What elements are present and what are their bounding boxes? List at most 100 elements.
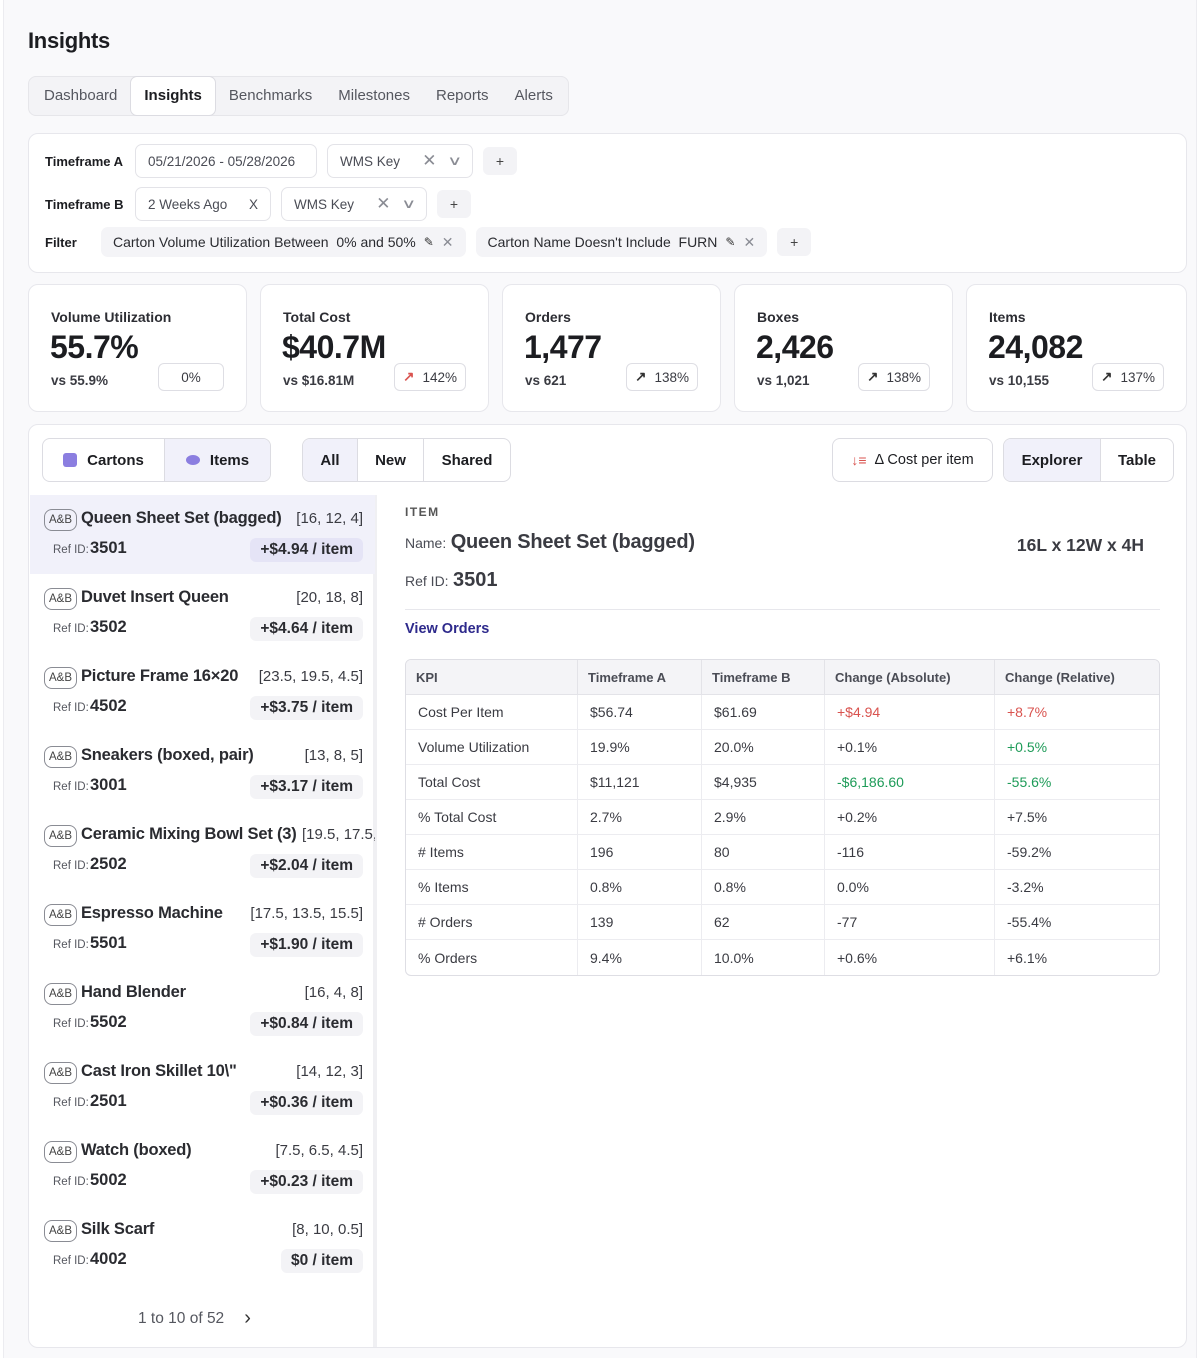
chevron-down-icon[interactable]: ∨ [401,196,417,211]
item-dims: [13, 8, 5] [304,747,363,764]
add-filter-button[interactable]: + [777,228,812,256]
table-row: Total Cost $11,121 $4,935 -$6,186.60 -55… [406,765,1159,800]
arrow-up-right-icon: ↗ [867,369,879,384]
tag-badge: A&B [44,1062,78,1084]
close-icon[interactable]: ✕ [441,233,454,250]
timeframe-b-key-select[interactable]: WMS Key ✕ ∨ [281,187,427,221]
tag-badge: A&B [44,1220,78,1242]
clear-icon[interactable]: ✕ [376,194,391,213]
ref-id: 2501 [90,1092,127,1110]
detail-name-label: Name: [405,535,447,551]
item-name: Hand Blender [81,983,186,1001]
list-item[interactable]: A&B Sneakers (boxed, pair) [13, 8, 5] Re… [30,732,375,811]
timeframe-b-range-select[interactable]: 2 Weeks Ago X [135,187,271,221]
arrow-up-right-icon: ↗ [635,369,647,384]
tab-dashboard[interactable]: Dashboard [44,87,118,104]
list-item[interactable]: A&B Cast Iron Skillet 10\" [14, 12, 3] R… [30,1048,375,1127]
kpi-comparison: vs 10,155 [989,373,1050,388]
table-row: # Orders 139 62 -77 -55.4% [406,905,1159,940]
ref-label: Ref ID: [53,1097,89,1109]
edit-icon[interactable]: ✎ [725,235,736,249]
tab-alerts[interactable]: Alerts [514,87,553,104]
table-row: Volume Utilization 19.9% 20.0% +0.1% +0.… [406,730,1159,765]
list-item[interactable]: A&B Hand Blender [16, 4, 8] Ref ID: 5502… [30,969,375,1048]
kpi-change-badge: ↗ 142% [394,363,466,391]
cartons-button[interactable]: Cartons [43,439,165,481]
detail-ref-id: 3501 [453,569,498,591]
list-item[interactable]: A&B Queen Sheet Set (bagged) [16, 12, 4]… [30,495,375,574]
timeframe-b-range-text: 2 Weeks Ago [148,196,228,212]
add-timeframe-b-button[interactable]: + [437,190,471,218]
table-header-row: KPI Timeframe A Timeframe B Change (Abso… [406,660,1159,695]
tab-milestones[interactable]: Milestones [338,87,410,104]
kpi-card-orders: Orders 1,477 vs 621 ↗ 138% [502,284,721,412]
scope-new-button[interactable]: New [358,439,424,481]
cost-delta: $0 / item [280,1249,363,1273]
add-timeframe-a-button[interactable]: + [483,147,517,175]
list-item[interactable]: A&B Duvet Insert Queen [20, 18, 8] Ref I… [30,574,375,653]
scope-toggle: All New Shared [302,438,511,482]
table-cell: -55.4% [995,905,1159,940]
ref-label: Ref ID: [53,939,89,951]
chevron-right-icon[interactable]: › [244,1307,251,1329]
arrow-up-right-icon: ↗ [403,369,415,384]
filter-chip-carton-name[interactable]: Carton Name Doesn't Include FURN ✎ ✕ [475,227,768,257]
column-header: Change (Relative) [995,660,1159,695]
table-cell: Total Cost [406,765,578,800]
cost-delta: +$1.90 / item [250,933,363,957]
item-dims: [20, 18, 8] [296,589,363,606]
filter-chip-volume[interactable]: Carton Volume Utilization Between 0% and… [101,227,466,257]
table-cell: -59.2% [995,835,1159,870]
close-icon[interactable]: ✕ [743,233,756,250]
table-cell: 0.8% [702,870,825,905]
list-item[interactable]: A&B Picture Frame 16×20 [23.5, 19.5, 4.5… [30,653,375,732]
ref-id: 5501 [90,934,127,952]
item-name: Queen Sheet Set (bagged) [81,509,282,527]
scope-shared-button[interactable]: Shared [441,451,493,469]
list-item[interactable]: A&B Espresso Machine [17.5, 13.5, 15.5] … [30,890,375,969]
tag-badge: A&B [44,904,78,926]
sort-button[interactable]: ↓≡ Δ Cost per item [832,438,993,482]
table-cell: 62 [702,905,825,940]
ref-id: 2502 [90,855,127,873]
items-button[interactable]: Items [165,439,270,481]
table-cell: $61.69 [702,695,825,730]
kpi-change-value: 137% [1120,369,1155,385]
explorer-view-button[interactable]: Explorer [1004,439,1101,481]
tab-benchmarks[interactable]: Benchmarks [228,87,313,104]
clear-icon[interactable]: ✕ [422,151,437,170]
tag-badge: A&B [44,825,78,847]
tag-badge: A&B [44,667,78,689]
timeframe-b-key-text: WMS Key [294,196,355,212]
table-cell: % Total Cost [406,800,578,835]
kpi-change-badge: ↗ 138% [626,363,698,391]
kpi-card-boxes: Boxes 2,426 vs 1,021 ↗ 138% [734,284,953,412]
kpi-change-badge: ↗ 137% [1092,363,1164,391]
view-orders-link[interactable]: View Orders [405,621,490,637]
edit-icon[interactable]: ✎ [423,235,434,249]
item-dims: [14, 12, 3] [296,1063,363,1080]
cost-delta: +$0.84 / item [250,1012,363,1036]
kpi-value: 55.7% [50,329,139,365]
stack-icon [185,455,200,465]
list-item[interactable]: A&B Silk Scarf [8, 10, 0.5] Ref ID: 4002… [30,1206,375,1285]
tag-badge: A&B [44,983,78,1005]
tab-insights[interactable]: Insights [130,76,216,116]
scope-all-button[interactable]: All [303,439,358,481]
kpi-change-value: 0% [181,369,201,385]
kpi-comparison: vs $16.81M [283,373,355,388]
list-item[interactable]: A&B Ceramic Mixing Bowl Set (3) [19.5, 1… [30,811,375,890]
timeframe-a-key-select[interactable]: WMS Key ✕ ∨ [327,144,473,178]
table-cell: % Orders [406,940,578,975]
detail-section-label: ITEM [405,505,440,519]
detail-name: Queen Sheet Set (bagged) [450,531,695,553]
table-view-button[interactable]: Table [1117,451,1157,469]
list-item[interactable]: A&B Watch (boxed) [7.5, 6.5, 4.5] Ref ID… [30,1127,375,1206]
tab-reports[interactable]: Reports [435,87,489,104]
timeframe-b-range-clear[interactable]: X [248,196,258,212]
table-cell: 139 [578,905,702,940]
timeframe-a-date-range[interactable]: 05/21/2026 - 05/28/2026 [135,144,317,178]
table-cell: -116 [825,835,995,870]
ref-id: 3501 [90,539,127,557]
chevron-down-icon[interactable]: ∨ [447,153,463,168]
